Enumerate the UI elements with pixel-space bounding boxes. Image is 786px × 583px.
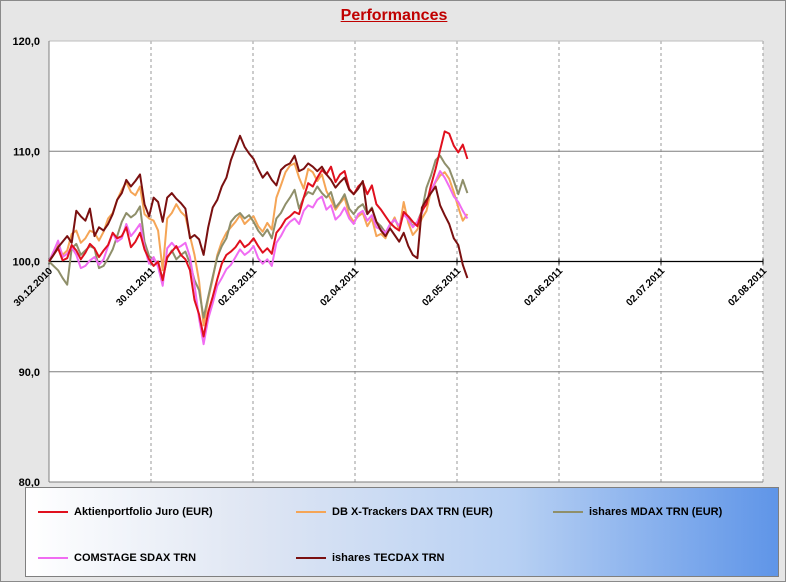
legend-swatch [296, 557, 326, 559]
chart-title: Performances [340, 7, 448, 24]
legend-swatch [38, 557, 68, 559]
legend-item: Aktienportfolio Juro (EUR) [38, 504, 213, 520]
series-line-4 [48, 134, 469, 279]
y-tick-label: 80,0 [19, 477, 40, 489]
legend-swatch [296, 511, 326, 513]
legend-item: ishares TECDAX TRN [296, 550, 444, 566]
legend-label: ishares TECDAX TRN [332, 552, 445, 564]
series-line-0 [48, 130, 469, 338]
y-tick-label: 90,0 [19, 367, 40, 379]
legend-item: DB X-Trackers DAX TRN (EUR) [296, 504, 493, 520]
legend-label: Aktienportfolio Juro (EUR) [74, 506, 213, 518]
legend-swatch [553, 511, 583, 513]
legend-item: COMSTAGE SDAX TRN [38, 550, 196, 566]
y-tick-label: 110,0 [13, 146, 40, 158]
y-tick-label: 100,0 [12, 257, 40, 269]
legend-label: DB X-Trackers DAX TRN (EUR) [332, 506, 493, 518]
legend-label: COMSTAGE SDAX TRN [74, 552, 197, 564]
legend-item: ishares MDAX TRN (EUR) [553, 504, 722, 520]
chart-legend: Aktienportfolio Juro (EUR) DB X-Trackers … [25, 487, 779, 577]
series-line-3 [48, 170, 469, 346]
y-tick-label: 120,0 [12, 36, 40, 48]
legend-label: ishares MDAX TRN (EUR) [589, 506, 723, 518]
legend-swatch [38, 511, 68, 513]
